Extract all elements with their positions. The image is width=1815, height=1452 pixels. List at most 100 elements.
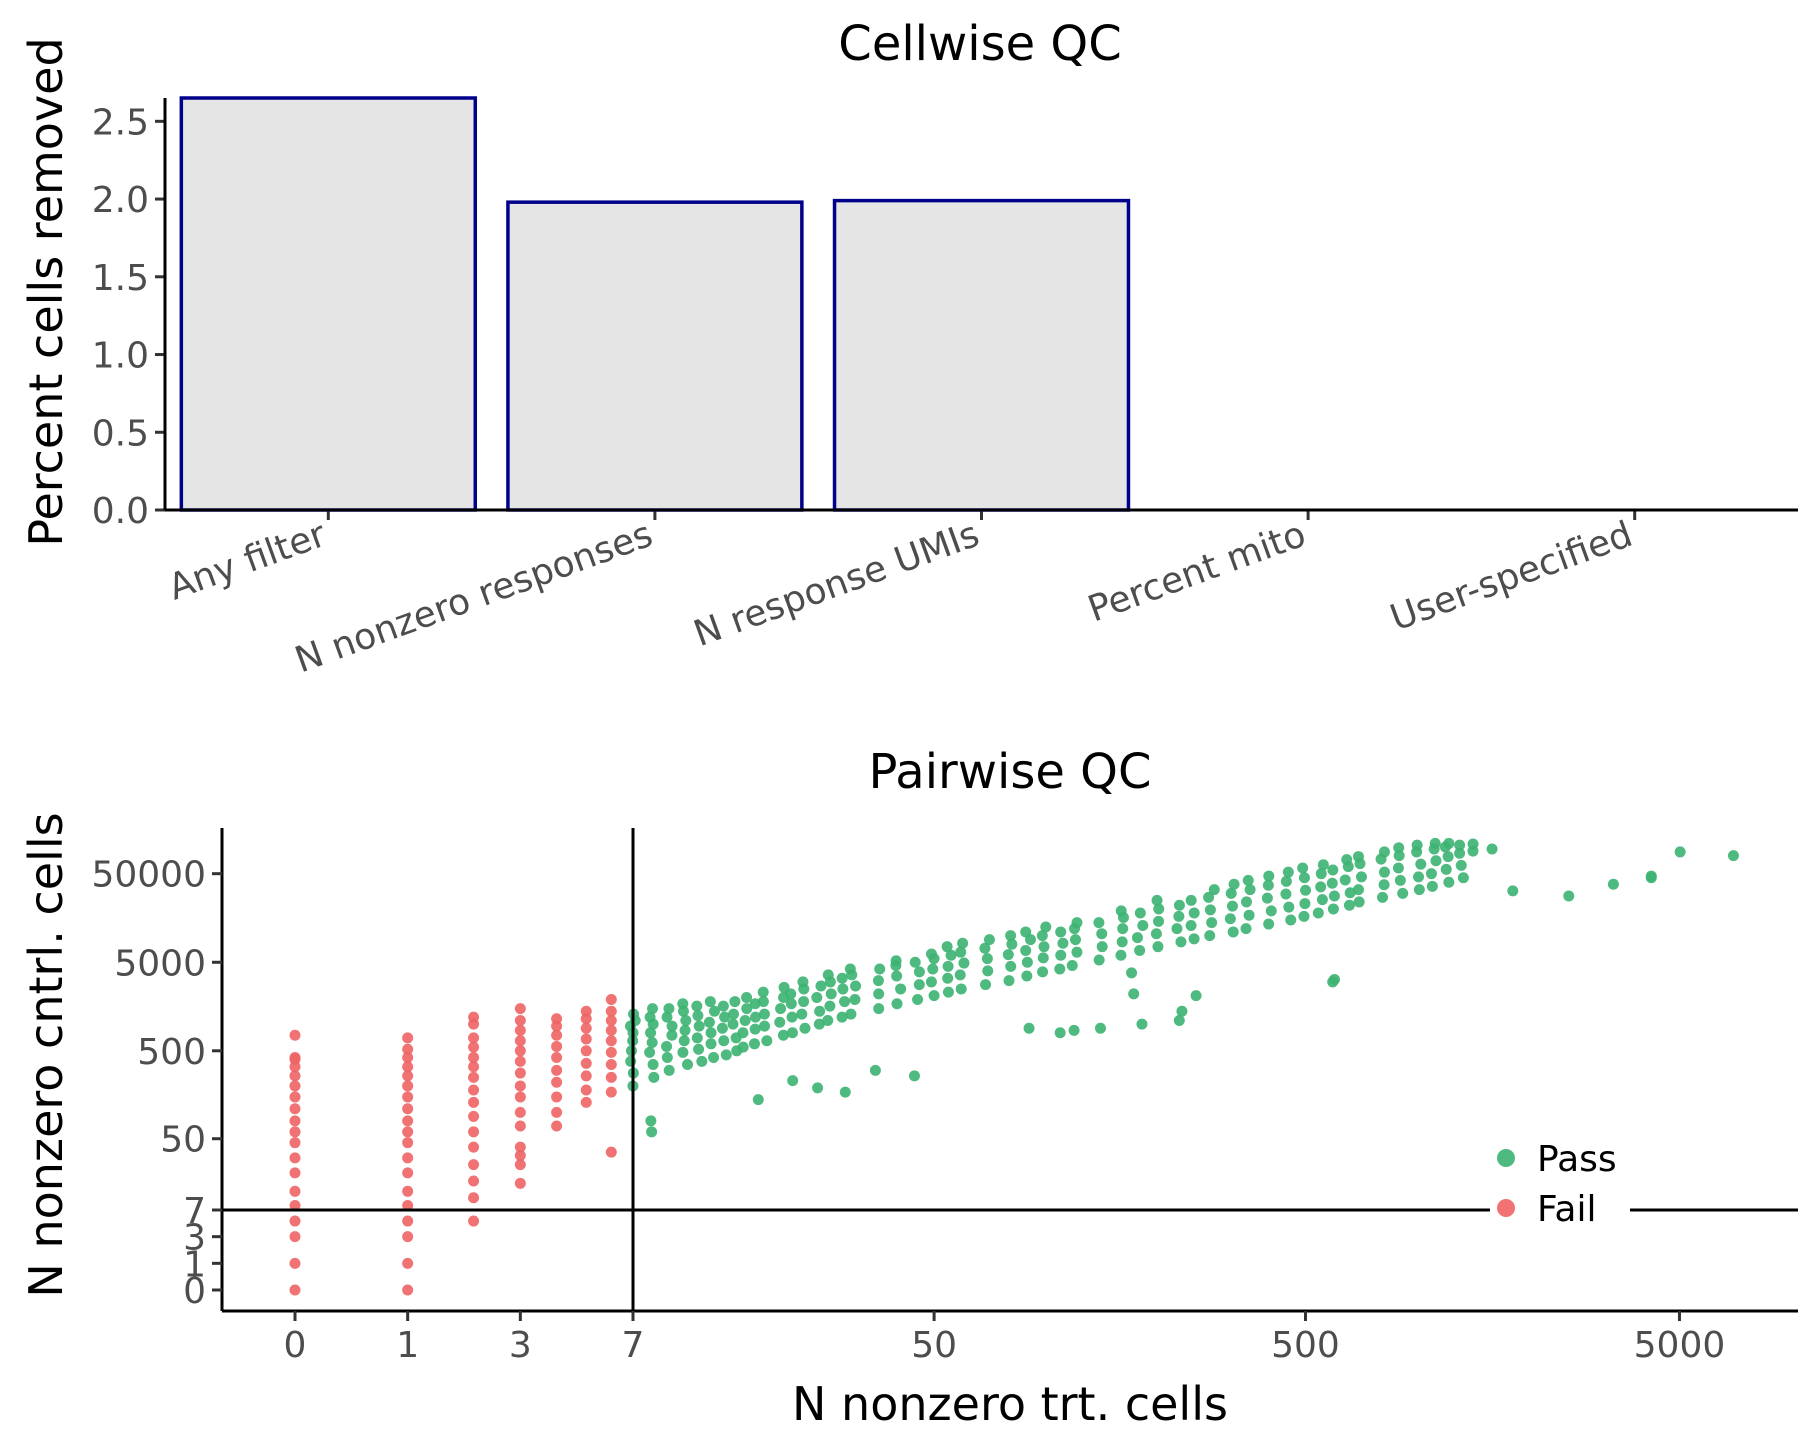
data-point — [1607, 878, 1619, 890]
data-point — [849, 993, 861, 1005]
data-point — [708, 1051, 720, 1063]
data-point — [1094, 1022, 1106, 1034]
data-point — [825, 988, 837, 1000]
data-point — [1443, 837, 1455, 849]
data-point — [663, 1064, 675, 1076]
data-point — [691, 1000, 703, 1012]
data-point — [1116, 936, 1128, 948]
data-point — [814, 1005, 826, 1017]
data-point — [1173, 1015, 1185, 1027]
data-point — [1283, 901, 1295, 913]
data-point — [1185, 920, 1197, 932]
data-point — [1263, 918, 1275, 930]
data-point — [1265, 905, 1277, 917]
data-point — [1454, 839, 1466, 851]
data-point — [719, 1011, 731, 1023]
data-point — [514, 1045, 526, 1057]
data-point — [1136, 1018, 1148, 1030]
data-point — [514, 1149, 526, 1161]
data-point — [289, 1137, 301, 1149]
data-point — [1137, 920, 1149, 932]
data-point — [1176, 1005, 1188, 1017]
data-point — [737, 1041, 749, 1053]
data-point — [1298, 910, 1310, 922]
data-point — [718, 1035, 730, 1047]
data-point — [775, 1003, 787, 1015]
data-point — [1415, 858, 1427, 870]
data-point — [869, 1064, 881, 1076]
data-point — [1242, 874, 1254, 886]
data-point — [836, 1011, 848, 1023]
data-point — [402, 1137, 414, 1149]
data-point — [1425, 868, 1437, 880]
data-point — [1054, 963, 1066, 975]
data-point — [514, 1080, 526, 1092]
data-point — [955, 946, 967, 958]
data-point — [605, 1146, 617, 1158]
data-point — [1328, 890, 1340, 902]
data-point — [682, 1058, 694, 1070]
data-point — [1171, 923, 1183, 935]
data-point — [402, 1231, 414, 1243]
data-point — [957, 937, 969, 949]
data-point — [705, 1038, 717, 1050]
data-point — [551, 1029, 563, 1041]
data-point — [580, 1005, 592, 1017]
data-point — [873, 1003, 885, 1015]
data-point — [787, 1075, 799, 1087]
data-point — [402, 1126, 414, 1138]
data-point — [1393, 850, 1405, 862]
y-tick-label: 5000 — [114, 943, 206, 984]
data-point — [1429, 837, 1441, 849]
x-tick-label: 50 — [911, 1325, 957, 1366]
data-point — [785, 998, 797, 1010]
data-point — [1126, 967, 1138, 979]
data-point — [1153, 915, 1165, 927]
data-point — [1204, 930, 1216, 942]
y-tick-label: 1.0 — [92, 336, 149, 377]
data-point — [1297, 862, 1309, 874]
data-point — [1262, 879, 1274, 891]
data-point — [824, 1000, 836, 1012]
data-point — [1003, 975, 1015, 987]
data-point — [850, 980, 862, 992]
data-point — [777, 1029, 789, 1041]
data-point — [1645, 870, 1657, 882]
data-point — [1005, 930, 1017, 942]
data-point — [580, 1070, 592, 1082]
data-point — [1352, 851, 1364, 863]
data-point — [1394, 874, 1406, 886]
data-point — [1411, 839, 1423, 851]
data-point — [1263, 870, 1275, 882]
data-point — [739, 1015, 751, 1027]
data-point — [647, 1058, 659, 1070]
data-point — [982, 965, 994, 977]
data-point — [1443, 876, 1455, 888]
data-point — [704, 996, 716, 1008]
data-point — [645, 1027, 657, 1039]
data-point — [1005, 960, 1017, 972]
data-point — [644, 1046, 656, 1058]
threshold-lines — [222, 828, 1798, 1311]
data-point — [605, 1058, 617, 1070]
data-point — [1378, 866, 1390, 878]
data-point — [1327, 864, 1339, 876]
data-point — [1208, 884, 1220, 896]
data-point — [1243, 909, 1255, 921]
data-point — [757, 986, 769, 998]
data-point — [1378, 846, 1390, 858]
data-point — [605, 1024, 617, 1036]
data-point — [551, 1106, 563, 1118]
x-tick-label: 3 — [509, 1325, 532, 1366]
data-point — [580, 1096, 592, 1108]
data-point — [1355, 871, 1367, 883]
data-point — [836, 972, 848, 984]
data-point — [1227, 926, 1239, 938]
data-point — [661, 1051, 673, 1063]
data-point — [913, 979, 925, 991]
data-point — [1455, 859, 1467, 871]
data-point — [625, 1045, 637, 1057]
data-point — [1727, 850, 1739, 862]
data-point — [1115, 905, 1127, 917]
data-point — [786, 1011, 798, 1023]
